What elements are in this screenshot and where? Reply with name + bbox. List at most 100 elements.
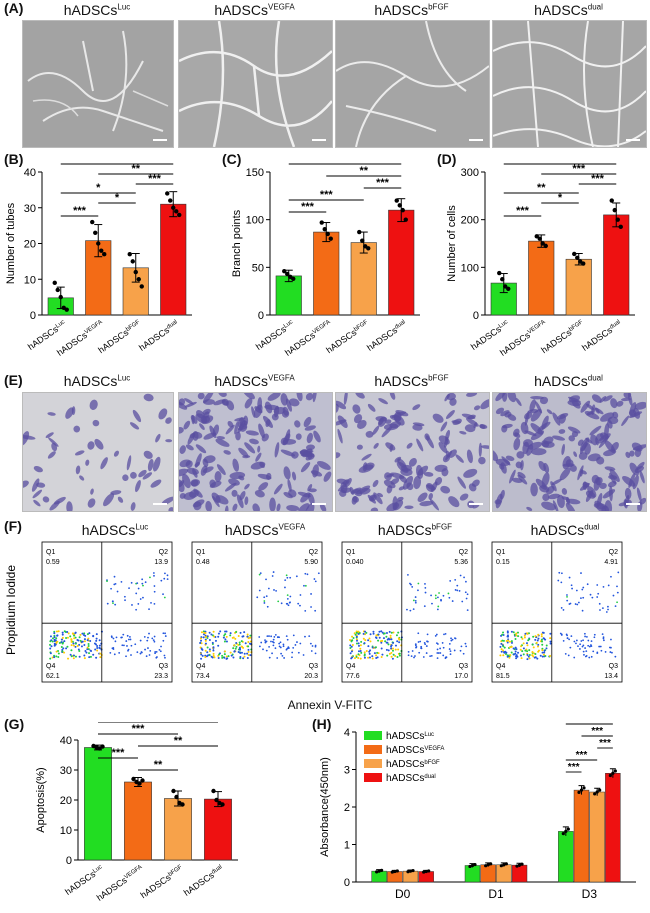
quadrant-name: Q2 [609,549,618,556]
flow-dot [136,651,139,654]
flow-dot [463,576,465,579]
flow-dot [549,654,552,657]
title-e-bfgf: hADSCsbFGF [374,373,449,389]
flow-dot [139,598,142,600]
stained-cell [291,451,299,459]
data-point [99,248,104,253]
flow-dot [201,654,204,657]
stained-cell [266,472,272,481]
stained-cell [130,502,136,511]
flow-dot [369,649,372,652]
flow-dot [566,599,569,602]
flow-dot [454,637,456,640]
stained-cell [232,503,238,511]
flow-dot [412,599,415,602]
flow-dot [389,634,392,637]
flow-dot [549,637,552,640]
flow-dot [206,646,209,649]
flow-dot [583,632,586,635]
flow-xlabel: Annexin V-FITC [287,698,373,712]
flow-dot [442,594,445,597]
flow-dot [541,651,544,654]
flow-dot [437,643,439,645]
stained-cell [197,393,205,400]
stained-cell [184,398,194,405]
data-point [609,198,614,203]
flow-dot [545,647,548,650]
flow-dot [249,634,252,637]
flow-dot [412,608,415,610]
stained-cell [258,482,269,491]
y-tick-label: 10 [60,825,72,837]
flow-dot [87,637,90,640]
stained-cell [478,456,486,465]
stained-cell [466,393,478,397]
flow-dot [70,638,73,641]
flow-dot [380,641,383,644]
flow-dot [295,575,298,578]
flow-dot [438,592,440,594]
flow-dot [106,602,109,605]
flow-dot [527,655,530,658]
flow-dot [98,644,101,647]
flow-dot [407,650,410,653]
stained-cell [381,426,393,438]
stained-cell [618,502,627,507]
flow-dot [150,601,152,604]
flow-dot [358,632,361,635]
flow-dot [53,636,56,639]
flow-dot [582,596,585,599]
flow-dot [351,639,354,642]
migration-image-bfgf [335,392,490,512]
flow-dot [588,656,591,659]
flow-dot [616,585,618,588]
flow-dot [268,656,271,659]
flow-dot [65,647,68,650]
stained-cell [466,449,473,464]
flow-dot [55,650,58,653]
flow-dot [590,640,593,643]
category-label: hADSCsdual [580,318,623,352]
tube-network-luc [23,21,173,147]
stained-cell [238,475,245,481]
flow-dot [569,602,572,605]
stained-cell [603,449,617,457]
flow-dot [385,648,388,651]
data-point [427,869,431,873]
flow-dot [88,632,91,635]
flow-dot [537,643,540,646]
flow-dot [376,651,379,654]
flow-dot [208,631,211,634]
flow-dot [537,637,540,640]
flow-dot [407,574,409,576]
flow-dot [541,649,544,652]
stained-cell [165,439,173,443]
stained-cell [195,444,207,454]
stained-cell [122,474,129,482]
flow-dot [286,594,289,597]
flow-dot [303,584,305,587]
flow-dot [212,652,215,655]
flow-dot [110,635,113,638]
stained-cell [449,398,457,406]
flow-dot [95,633,98,636]
flow-dot [87,648,90,651]
flow-dot [120,580,123,583]
flow-dot [204,642,207,645]
flow-dot [87,644,90,647]
flow-dot [249,654,252,657]
stained-cell [546,409,553,415]
stained-cell [602,489,616,499]
category-label: D3 [582,887,598,901]
flow-dot [233,644,236,647]
quadrant-value-q2: 13.9 [154,559,168,566]
flow-dot [378,630,381,633]
stained-cell [94,438,104,450]
tube-network-bfgf [336,21,489,147]
flow-dot [147,647,149,649]
title-e-vegfa: hADSCsVEGFA [214,373,295,389]
flow-dot [349,646,352,649]
flow-dot [368,637,371,640]
flow-dot [53,656,56,659]
stained-cell [276,503,281,511]
